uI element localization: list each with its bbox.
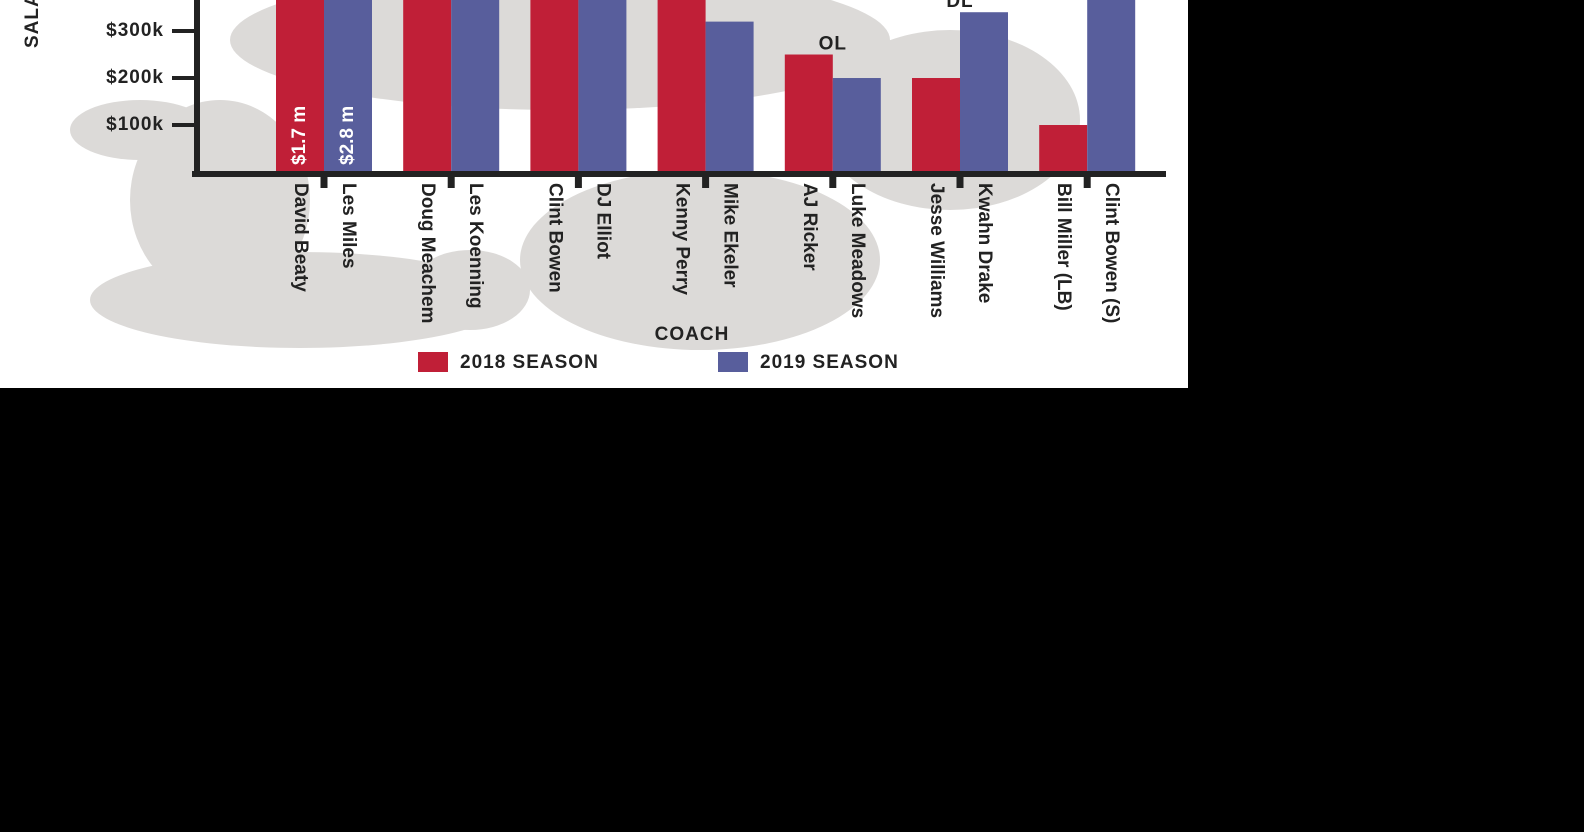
group-annotation: DL: [946, 0, 973, 12]
bar: [578, 0, 627, 172]
bar: [657, 0, 706, 172]
x-tick-label: Kenny Perry: [672, 183, 693, 295]
x-tick-label: Bill Miller (LB): [1053, 183, 1074, 311]
bar: [784, 54, 833, 173]
bar: [1039, 125, 1088, 172]
x-tick-label: Luke Meadows: [847, 183, 868, 318]
y-axis-title: SALARY: [22, 0, 43, 48]
legend-swatch: [418, 352, 448, 372]
legend-label: 2019 SEASON: [760, 352, 899, 373]
legend-label: 2018 SEASON: [460, 352, 599, 373]
bar: [451, 0, 500, 172]
bar: [324, 0, 372, 172]
legend-swatch: [718, 352, 748, 372]
bar: [276, 0, 324, 172]
x-tick-label: Kwahn Drake: [974, 183, 995, 303]
chart: SALARY COACH $1.7 m David Beaty Doug Meach…: [0, 0, 1188, 388]
x-tick-label: DJ Elliot: [592, 183, 613, 260]
bar: [912, 78, 960, 172]
x-tick-label: Jesse Williams: [926, 183, 947, 318]
mascot-silhouette: [70, 0, 1080, 350]
bar: [403, 0, 452, 172]
x-tick-label: Les Miles: [338, 183, 359, 269]
x-tick-label: Doug Meachem: [417, 183, 438, 323]
value-label: $2.8 m: [337, 106, 358, 165]
group-annotation: OL: [819, 34, 847, 55]
x-tick-label: Clint Bowen: [544, 183, 565, 293]
bar: [832, 78, 881, 172]
bar: [530, 0, 579, 172]
bar: [1087, 0, 1136, 172]
value-label: $1.7 m: [289, 106, 310, 165]
x-tick-label: Les Koenning: [465, 183, 486, 309]
bar: [960, 12, 1008, 172]
y-tick-label: $200k: [106, 67, 164, 88]
x-tick-label: Clint Bowen (S): [1101, 183, 1122, 323]
x-tick-label: Mike Ekeler: [720, 183, 741, 288]
x-tick-label: David Beaty: [290, 183, 311, 292]
x-axis-title: COACH: [655, 324, 730, 345]
y-tick-label: $100k: [106, 114, 164, 135]
bar: [705, 21, 754, 172]
x-tick-label: AJ Ricker: [799, 183, 820, 271]
y-tick-label: $300k: [106, 20, 164, 41]
